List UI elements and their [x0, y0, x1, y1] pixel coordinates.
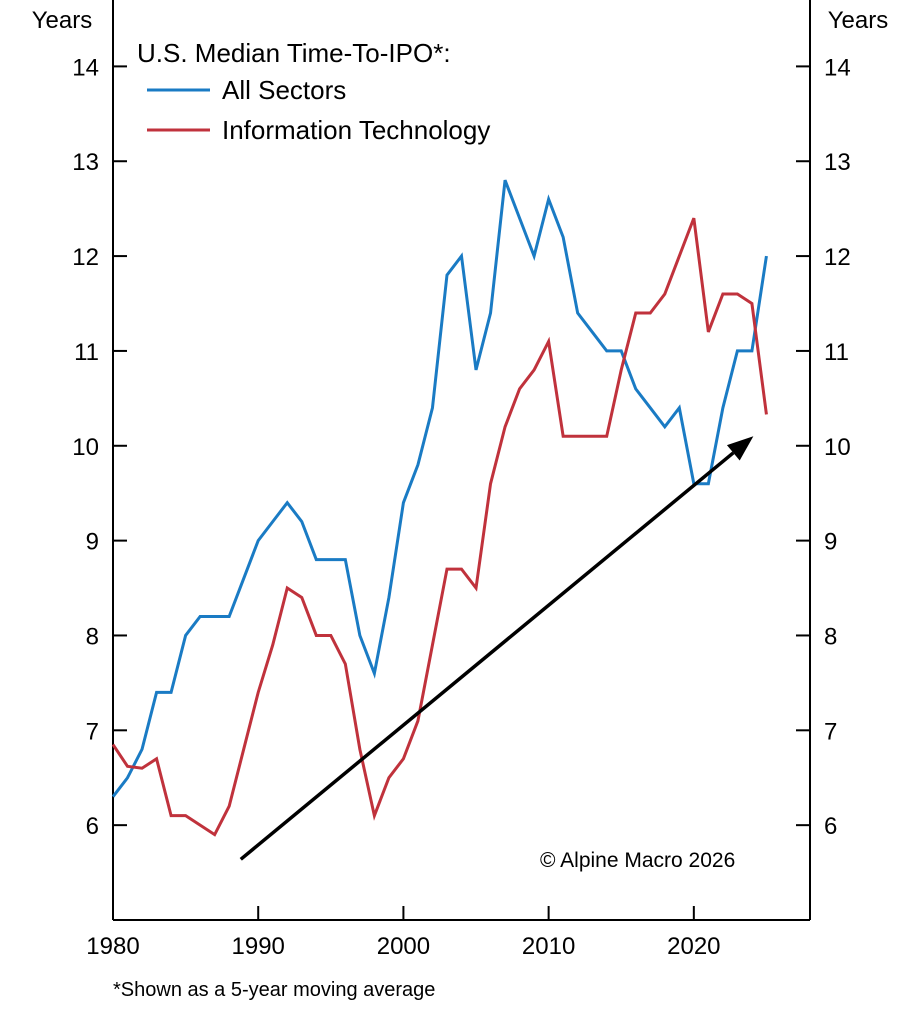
series-line-all-sectors — [111, 179, 768, 798]
y-tick-label-left: 9 — [86, 529, 99, 556]
legend-label: Information Technology — [222, 115, 490, 145]
y-tick-label-right: 14 — [824, 54, 851, 81]
legend-label: All Sectors — [222, 75, 346, 105]
y-tick-label-right: 6 — [824, 813, 837, 840]
x-tick-label: 2000 — [377, 933, 430, 960]
y-tick-label-left: 13 — [72, 149, 99, 176]
copyright-annotation: © Alpine Macro 2026 — [540, 849, 735, 872]
trend-arrow-head — [726, 436, 754, 461]
x-tick-label: 2010 — [522, 933, 575, 960]
y-tick-label-right: 10 — [824, 434, 851, 461]
y-tick-label-left: 8 — [86, 623, 99, 650]
y-tick-label-right: 7 — [824, 718, 837, 745]
x-tick-label: 1990 — [232, 933, 285, 960]
y-tick-label-left: 11 — [74, 339, 99, 366]
y-tick-label-right: 11 — [824, 339, 849, 366]
y-tick-label-right: 12 — [824, 244, 851, 271]
series-line-information-technology — [111, 217, 768, 837]
trend-arrow-shaft — [239, 451, 735, 861]
y-tick-label-left: 7 — [86, 718, 99, 745]
y-tick-label-left: 12 — [72, 244, 99, 271]
footnote: *Shown as a 5-year moving average — [113, 979, 435, 1001]
y-tick-label-right: 13 — [824, 149, 851, 176]
y-tick-label-right: 9 — [824, 529, 837, 556]
legend-title: U.S. Median Time-To-IPO*: — [137, 38, 451, 68]
x-tick-label: 2020 — [667, 933, 720, 960]
x-tick-label: 1980 — [86, 933, 139, 960]
y-tick-label-left: 10 — [72, 434, 99, 461]
y-tick-label-left: 6 — [86, 813, 99, 840]
y-axis-label-right: Years — [828, 7, 889, 34]
y-tick-label-left: 14 — [72, 54, 99, 81]
y-tick-label-right: 8 — [824, 623, 837, 650]
y-axis-label-left: Years — [32, 7, 93, 34]
